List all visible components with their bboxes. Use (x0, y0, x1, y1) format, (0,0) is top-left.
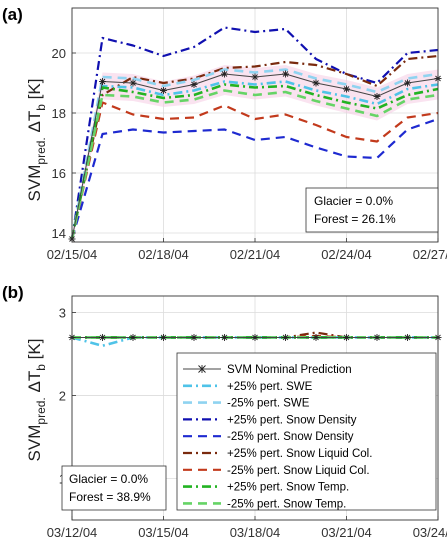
data-point-b-svm-9 (343, 333, 350, 341)
legend-item-liquid_minus: -25% pert. Snow Liquid Col. (183, 465, 370, 477)
data-point-b-svm-10 (373, 333, 381, 341)
legend-label-swe_minus: -25% pert. SWE (227, 398, 310, 410)
series-line-a-swe_plus (70, 80, 439, 240)
x-tick-label-a-1: 02/18/04 (138, 247, 189, 262)
data-point-a-svm-8 (312, 79, 320, 87)
legend-label-temp_minus: -25% pert. Snow Temp. (227, 498, 346, 510)
data-point-b-svm-6 (251, 333, 259, 341)
info-box-b-glacier: Glacier = 0.0% (69, 472, 148, 486)
data-point-a-svm-5 (221, 70, 228, 78)
series-line-a-density_plus (70, 26, 439, 240)
data-point-b-svm-3 (160, 333, 167, 341)
series-line-a-density_minus (70, 117, 439, 240)
legend-item-temp_minus: -25% pert. Snow Temp. (183, 498, 346, 510)
y-tick-label-a-2: 18 (52, 106, 66, 121)
x-tick-label-a-3: 02/24/04 (321, 247, 372, 262)
data-point-b-svm-1 (99, 333, 106, 341)
info-box-b-forest: Forest = 38.9% (69, 490, 151, 504)
legend-label-svm: SVM Nominal Prediction (227, 364, 352, 376)
legend: SVM Nominal Prediction +25% pert. SWE -25%… (176, 352, 437, 511)
data-point-a-svm-4 (190, 81, 198, 88)
data-point-a-svm-2 (129, 79, 137, 87)
legend-item-swe_minus: -25% pert. SWE (183, 398, 310, 410)
data-point-a-svm-6 (251, 73, 259, 81)
legend-label-temp_plus: +25% pert. Snow Temp. (227, 482, 349, 494)
data-point-b-svm-8 (312, 333, 320, 341)
legend-label-liquid_minus: -25% pert. Snow Liquid Col. (227, 465, 370, 477)
x-tick-label-a-0: 02/15/04 (47, 247, 98, 262)
legend-item-density_minus: -25% pert. Snow Density (183, 431, 354, 443)
legend-item-liquid_plus: +25% pert. Snow Liquid Col. (183, 448, 372, 460)
info-box-a-frame (305, 187, 439, 233)
legend-item-svm: SVM Nominal Prediction (183, 364, 352, 376)
legend-item-temp_plus: +25% pert. Snow Temp. (183, 482, 349, 494)
series-line-a-liquid_plus (70, 54, 439, 240)
x-tick-label-b-0: 03/12/04 (47, 525, 98, 540)
data-point-b-svm-11 (404, 333, 411, 341)
legend-label-density_minus: -25% pert. Snow Density (227, 431, 354, 443)
info-box-a: Glacier = 0.0% Forest = 26.1% (305, 187, 439, 233)
data-point-b-svm-2 (129, 333, 137, 341)
y-tick-label-b-2: 3 (59, 306, 66, 321)
y-tick-label-a-1: 16 (52, 166, 66, 181)
info-box-b-frame (61, 465, 167, 511)
info-box-b: Glacier = 0.0% Forest = 38.9% (61, 465, 167, 511)
x-tick-label-b-3: 03/21/04 (321, 525, 372, 540)
legend-label-liquid_plus: +25% pert. Snow Liquid Col. (227, 448, 372, 460)
panel-a-label: (a) (2, 5, 23, 24)
info-box-a-forest: Forest = 26.1% (314, 212, 396, 226)
x-tick-label-a-2: 02/21/04 (230, 247, 281, 262)
legend-label-density_plus: +25% pert. Snow Density (227, 414, 357, 426)
data-point-a-svm-11 (404, 79, 411, 87)
panel-b-ylabel: SVMpred. ΔTb [K] (25, 339, 48, 462)
x-tick-label-b-4: 03/24/04 (413, 525, 447, 540)
legend-label-swe_plus: +25% pert. SWE (227, 381, 313, 393)
x-tick-label-b-1: 03/15/04 (138, 525, 189, 540)
panel-a-ylabel: SVMpred. ΔTb [K] (25, 79, 48, 202)
series-line-a-temp_minus (70, 89, 439, 240)
panel-b-label: (b) (2, 283, 24, 302)
panel-a: (a) SVMpred. ΔTb [K] 02/15/04 02/18/04 02/… (2, 5, 447, 262)
panel-b: (b) SVMpred. ΔTb [K] 03/12/04 03/15/04 03/… (2, 283, 447, 540)
series-line-a-liquid_minus (70, 101, 439, 240)
series-line-a-temp_plus (70, 83, 439, 240)
data-point-a-svm-3 (160, 87, 167, 94)
legend-item-swe_plus: +25% pert. SWE (183, 381, 313, 393)
y-tick-label-b-1: 2 (59, 389, 66, 404)
data-point-a-svm-1 (99, 78, 106, 85)
y-tick-label-a-0: 14 (52, 226, 66, 241)
legend-frame (176, 352, 437, 511)
x-tick-label-a-4: 02/27/04 (413, 247, 447, 262)
plot-area-a: 02/15/04 02/18/04 02/21/04 02/24/04 02/27/04… (47, 7, 447, 262)
series-line-a-swe_minus (70, 68, 439, 240)
data-point-b-svm-7 (282, 333, 289, 341)
info-box-a-glacier: Glacier = 0.0% (314, 194, 393, 208)
data-point-b-svm-5 (221, 333, 228, 341)
y-tick-label-a-3: 20 (52, 46, 66, 61)
data-point-b-svm-4 (190, 333, 198, 341)
data-point-a-svm-10 (373, 93, 381, 100)
x-tick-label-b-2: 03/18/04 (230, 525, 281, 540)
data-point-a-svm-9 (343, 85, 350, 93)
data-point-a-svm-7 (282, 70, 289, 78)
legend-item-density_plus: +25% pert. Snow Density (183, 414, 357, 426)
